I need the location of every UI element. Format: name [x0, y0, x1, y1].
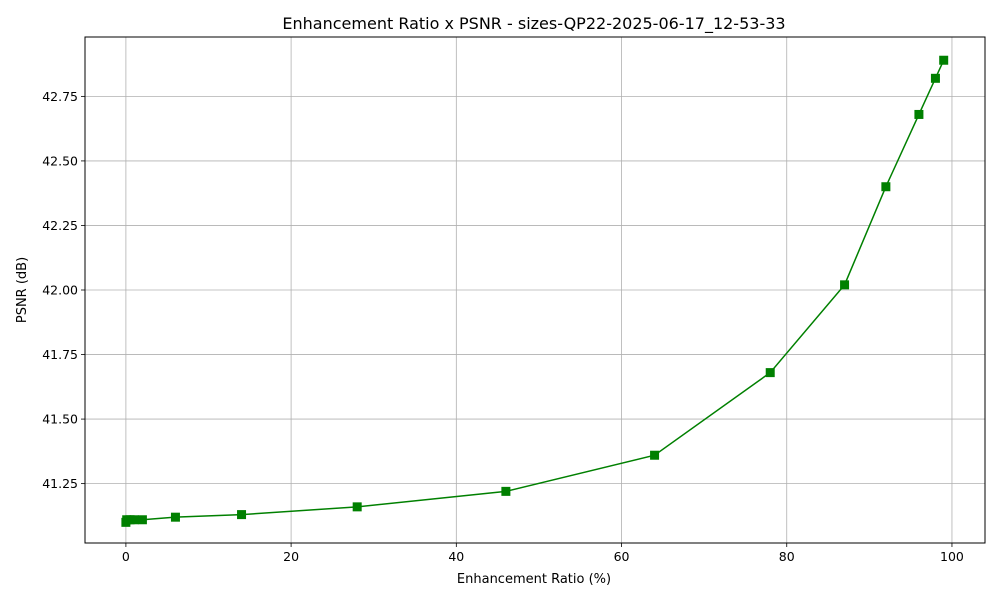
data-point-marker	[914, 109, 924, 119]
y-tick-label: 42.25	[42, 218, 78, 233]
y-tick-label: 42.50	[42, 153, 78, 168]
data-point-marker	[501, 486, 511, 496]
chart-title: Enhancement Ratio x PSNR - sizes-QP22-20…	[282, 14, 785, 34]
data-point-marker	[939, 55, 949, 65]
data-point-marker	[840, 280, 850, 290]
y-tick-label: 41.25	[42, 476, 78, 491]
y-tick-label: 42.75	[42, 89, 78, 104]
data-point-marker	[237, 510, 247, 520]
data-point-marker	[881, 182, 891, 192]
data-point-marker	[129, 515, 139, 525]
x-tick-label: 80	[779, 549, 795, 564]
data-point-marker	[137, 515, 147, 525]
x-tick-label: 60	[614, 549, 630, 564]
ticks: 0 20 40 60 80 100 41.25 41.50 41.75 42.00 42.25 42.…	[42, 89, 964, 564]
data-point-marker	[765, 368, 775, 378]
series-layer	[121, 55, 949, 527]
data-point-marker	[650, 450, 660, 460]
y-tick-label: 41.75	[42, 347, 78, 362]
series-line	[125, 59, 945, 523]
grid	[85, 37, 985, 543]
x-axis-label: Enhancement Ratio (%)	[457, 572, 611, 587]
y-tick-label: 41.50	[42, 412, 78, 427]
x-tick-label: 20	[283, 549, 299, 564]
y-axis-label: PSNR (dB)	[15, 257, 30, 323]
data-point-marker	[170, 512, 180, 522]
data-point-marker	[352, 502, 362, 512]
y-tick-label: 42.00	[42, 283, 78, 298]
data-point-marker	[930, 73, 940, 83]
x-tick-label: 0	[122, 549, 130, 564]
x-tick-label: 100	[940, 549, 964, 564]
x-tick-label: 40	[448, 549, 464, 564]
